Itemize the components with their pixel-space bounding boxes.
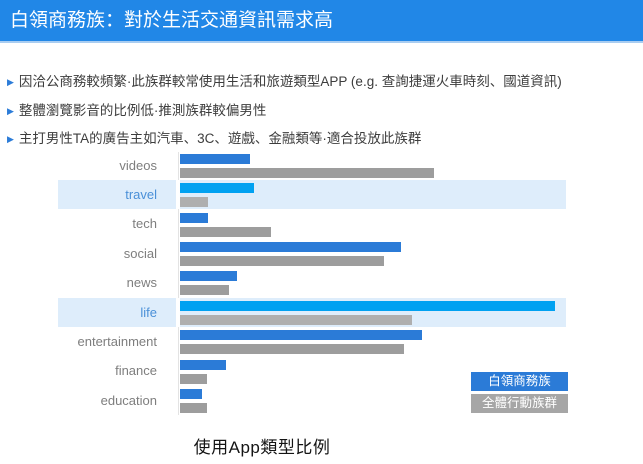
app-usage-bar-chart: videos travel tech social news life entertainm… — [0, 150, 643, 418]
bar-education-white-collar — [180, 389, 202, 400]
bar-entertainment-white-collar — [180, 330, 423, 341]
axis-line — [178, 152, 179, 415]
bullet-text: 整體瀏覽影音的比例低·推測族群較偏男性 — [18, 102, 267, 118]
bar-life-all-mobile — [180, 314, 412, 325]
triangle-bullet-icon: ▶ — [7, 77, 14, 87]
slide-title: 白領商務族：對於生活交通資訊需求高 — [10, 10, 334, 31]
triangle-bullet-icon: ▶ — [7, 134, 14, 144]
triangle-bullet-icon: ▶ — [7, 105, 14, 116]
bar-social-white-collar — [180, 242, 402, 253]
category-label-social: social — [123, 245, 157, 261]
bar-videos-white-collar — [180, 153, 250, 164]
bullet-text: 主打男性TA的廣告主如汽車、3C、遊戲、金融類等·適合投放此族群 — [18, 131, 422, 146]
bar-news-white-collar — [180, 271, 237, 282]
category-label-news: news — [126, 275, 157, 291]
bar-tech-white-collar — [180, 212, 209, 223]
bullet-text: 因洽公商務較頻繁·此族群較常使用生活和旅遊類型APP (e.g. 查詢捷運火車時… — [18, 74, 562, 89]
legend-item-all-mobile: 全體行動族群 — [471, 394, 568, 413]
category-label-education: education — [100, 392, 157, 408]
category-label-tech: tech — [132, 216, 157, 232]
category-label-travel: travel — [125, 186, 157, 202]
chart-row-education: education — [0, 386, 643, 415]
chart-title: 使用App類型比例 — [193, 438, 331, 457]
chart-row-tech: tech — [0, 209, 643, 238]
bar-tech-all-mobile — [180, 226, 271, 237]
bar-social-all-mobile — [180, 256, 384, 267]
chart-row-travel: travel — [0, 179, 643, 210]
bar-entertainment-all-mobile — [180, 344, 404, 355]
chart-row-finance: finance — [0, 356, 643, 385]
bar-education-all-mobile — [180, 403, 207, 414]
highlight-band — [58, 179, 566, 210]
bar-travel-white-collar — [180, 183, 255, 194]
category-label-life: life — [140, 304, 157, 320]
bar-videos-all-mobile — [180, 167, 434, 178]
axis-gap — [176, 179, 180, 210]
bar-news-all-mobile — [180, 285, 230, 296]
legend-item-white-collar: 白領商務族 — [471, 372, 568, 391]
category-label-entertainment: entertainment — [77, 333, 158, 349]
slide-header: 白領商務族：對於生活交通資訊需求高 — [0, 0, 643, 43]
category-label-finance: finance — [115, 363, 157, 379]
bullet-item: ▶ 主打男性TA的廣告主如汽車、3C、遊戲、金融類等·適合投放此族群 — [7, 130, 421, 149]
bar-travel-all-mobile — [180, 197, 209, 208]
chart-row-videos: videos — [0, 151, 643, 180]
bullet-item: ▶ 整體瀏覽影音的比例低·推測族群較偏男性 — [7, 102, 266, 121]
bar-finance-white-collar — [180, 359, 226, 370]
chart-row-life: life — [0, 297, 643, 327]
category-label-videos: videos — [119, 157, 157, 173]
bullet-item: ▶ 因洽公商務較頻繁·此族群較常使用生活和旅遊類型APP (e.g. 查詢捷運火車… — [7, 73, 562, 92]
axis-gap — [176, 297, 180, 327]
bar-life-white-collar — [180, 300, 556, 311]
chart-row-news: news — [0, 268, 643, 297]
chart-row-social: social — [0, 239, 643, 268]
bar-finance-all-mobile — [180, 373, 207, 384]
chart-row-entertainment: entertainment — [0, 327, 643, 356]
